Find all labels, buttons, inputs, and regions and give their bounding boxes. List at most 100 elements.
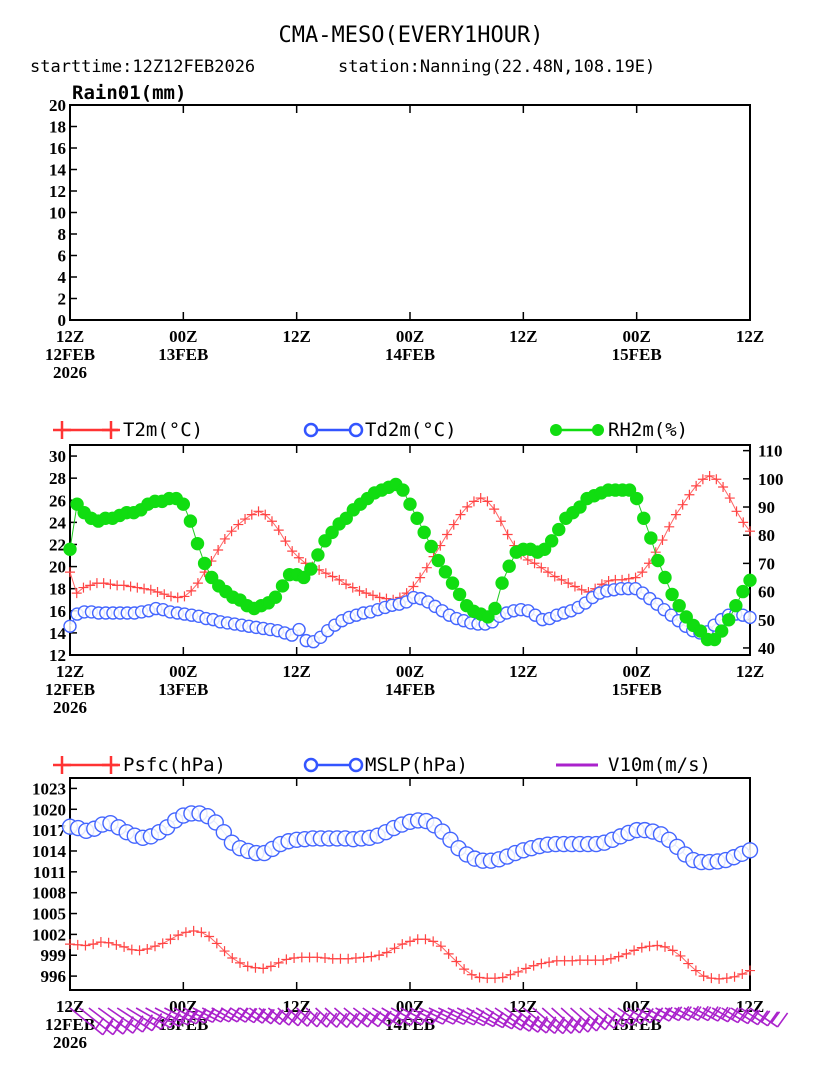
t2m-point [354, 585, 365, 596]
temp-xtick-date: 14FEB [385, 680, 435, 699]
rain-xtick-date: 15FEB [612, 345, 662, 364]
rh2m-point [495, 576, 509, 590]
wind-barb-shaft [428, 1007, 465, 1026]
psfc-series [65, 925, 755, 984]
mslp-legend-marker-2 [348, 757, 364, 773]
t2m-point [105, 579, 116, 590]
rh2m-point [502, 559, 516, 573]
temperature-panel: T2m(°C) Td2m(°C) RH2m(%) 12 14 16 18 20 22 24 2… [45, 419, 784, 717]
wind-barb-feather [702, 1006, 712, 1019]
td2m-legend: Td2m(°C) [303, 419, 457, 441]
humidity-right-y-axis: 40 50 60 70 80 90 100 110 [743, 442, 784, 658]
wind-barb-feather [545, 1018, 557, 1034]
wind-barb-feather [288, 1010, 300, 1026]
psfc-point [745, 965, 755, 976]
wind-barb-feather [205, 1007, 215, 1020]
td2m-series [63, 581, 757, 649]
t2m-point [159, 589, 170, 600]
wind-barb-feather [414, 1009, 424, 1022]
temp-ytick-label: 14 [49, 624, 67, 643]
t2m-point [563, 578, 574, 589]
psfc-point [605, 953, 616, 964]
rain-ytick-label: 12 [49, 182, 66, 201]
psfc-point [142, 943, 153, 954]
psfc-point [173, 930, 184, 941]
wind-barb-shaft [551, 1007, 581, 1034]
psfc-point [312, 952, 323, 963]
psfc-point [150, 941, 160, 952]
wind-barb-shaft [447, 1007, 485, 1027]
temperature-left-y-axis: 12 14 16 18 20 22 24 26 28 30 [49, 447, 77, 665]
temp-xtick-label: 12Z [509, 662, 537, 681]
t2m-point [85, 580, 96, 591]
v10m-legend-label: V10m(m/s) [608, 754, 711, 776]
pressure-plot-frame [69, 777, 751, 991]
wind-barb-feather [673, 1006, 683, 1019]
wind-barb-shaft [692, 1007, 719, 1022]
wind-barb-feather [306, 1011, 319, 1027]
rain-ytick-label: 4 [58, 268, 67, 287]
td2m-legend-marker-2 [348, 422, 364, 438]
t2m-point [448, 519, 459, 530]
t2m-point [543, 567, 554, 578]
wind-barb-shaft [201, 1007, 230, 1023]
v10m-legend: V10m(m/s) [556, 754, 711, 776]
wind-barb-feather [537, 1017, 549, 1033]
wind-barbs [69, 1005, 789, 1036]
psfc-point [474, 972, 485, 983]
psfc-point [204, 931, 215, 942]
wind-barb-feather [587, 1017, 599, 1033]
rain-ytick-label: 8 [58, 225, 67, 244]
wind-barb-shaft [69, 1007, 104, 1036]
t2m-point [468, 496, 479, 507]
wind-barb-feather [171, 1010, 181, 1023]
t2m-point [684, 489, 695, 500]
wind-barb-shaft [541, 1007, 572, 1034]
t2m-point [576, 584, 587, 595]
wind-barb-feather [751, 1009, 761, 1022]
psfc-point [157, 938, 168, 949]
wind-barb-feather [767, 1011, 779, 1027]
psfc-point [103, 937, 114, 948]
rh2m-point [197, 556, 212, 571]
psfc-point [667, 945, 678, 956]
wind-barb-feather [682, 1006, 692, 1019]
wind-barb-shaft [721, 1007, 749, 1025]
wind-barb-shaft [466, 1007, 504, 1029]
t2m-point [347, 582, 358, 593]
wind-barb-feather [239, 1007, 249, 1020]
t2m-point [522, 554, 533, 565]
wind-barb-feather [367, 1012, 379, 1028]
pres-ytick-label: 999 [41, 946, 67, 965]
pres-xtick-date: 12FEB [45, 1015, 95, 1034]
rh2m-point [644, 531, 658, 545]
wind-barb-feather [231, 1007, 241, 1020]
t2m-point [233, 519, 244, 530]
wind-barb-shaft [362, 1007, 390, 1027]
t2m-point [145, 584, 156, 595]
temp-xtick-label: 12Z [282, 662, 310, 681]
wind-barb-feather [261, 1008, 274, 1024]
pres-ytick-label: 1014 [32, 842, 67, 861]
temp-ytick-label: 24 [49, 513, 67, 532]
rh2m-point [672, 598, 686, 613]
td2m-point [292, 622, 306, 637]
td2m-legend-label: Td2m(°C) [365, 419, 457, 441]
rain-ytick-label: 16 [49, 139, 66, 158]
t2m-point [273, 525, 284, 536]
rh2m-point [318, 534, 332, 548]
wind-barb-feather [188, 1008, 198, 1021]
wind-barb-shaft [390, 1007, 422, 1026]
rh2m-point [445, 576, 460, 590]
rh-ytick-label: 60 [758, 583, 775, 602]
t2m-point [415, 572, 426, 583]
rh-ytick-label: 100 [758, 470, 784, 489]
wind-barb-feather [256, 1008, 267, 1021]
t2m-point [293, 552, 304, 563]
psfc-point [265, 961, 276, 972]
rain-xtick-label: 00Z [396, 327, 424, 346]
wind-barb-shaft [248, 1007, 272, 1025]
wind-barb-feather [336, 1012, 348, 1028]
t2m-point [711, 474, 722, 485]
